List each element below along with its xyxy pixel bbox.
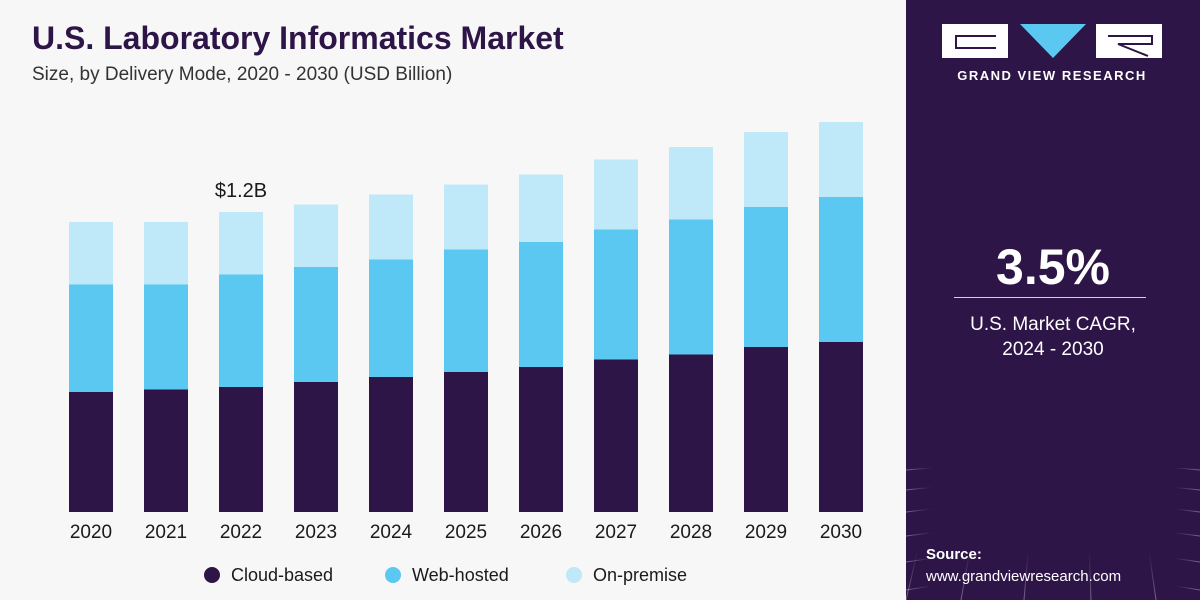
x-tick-label: 2029 (745, 522, 787, 543)
bar-segment-2029-0 (744, 347, 788, 512)
x-tick-label: 2027 (595, 522, 637, 543)
bar-segment-2020-0 (69, 392, 113, 512)
chart-subtitle: Size, by Delivery Mode, 2020 - 2030 (USD… (32, 64, 453, 85)
bar-segment-2026-0 (519, 367, 563, 512)
x-tick-label: 2023 (295, 522, 337, 543)
bar-segment-2020-2 (69, 222, 113, 285)
bar-segment-2024-2 (369, 194, 413, 260)
bar-segment-2027-2 (594, 159, 638, 230)
bar-segment-2027-1 (594, 229, 638, 360)
brand-logo: GRAND VIEW RESEARCH (942, 22, 1162, 83)
data-label: $1.2B (215, 180, 267, 202)
legend-label: Cloud-based (231, 565, 333, 585)
bar-segment-2022-0 (219, 387, 263, 512)
legend-label: Web-hosted (412, 565, 509, 585)
bar-segment-2022-1 (219, 274, 263, 387)
bar-segment-2021-2 (144, 222, 188, 285)
bar-segment-2026-2 (519, 174, 563, 242)
bar-segment-2024-0 (369, 377, 413, 512)
bar-segment-2025-2 (444, 184, 488, 250)
bar-segment-2029-1 (744, 207, 788, 347)
source-link[interactable]: www.grandviewresearch.com (926, 568, 1122, 585)
bar-segment-2027-0 (594, 359, 638, 512)
bar-segment-2023-1 (294, 267, 338, 382)
bar-segment-2021-0 (144, 389, 188, 512)
cagr-label-line-1: U.S. Market CAGR, (970, 314, 1136, 335)
bar-segment-2030-1 (819, 197, 863, 342)
bar-segment-2022-2 (219, 212, 263, 275)
bar-segment-2024-1 (369, 259, 413, 377)
chart-title: U.S. Laboratory Informatics Market (32, 20, 564, 56)
summary-panel: GRAND VIEW RESEARCH 3.5% U.S. Market CAG… (906, 0, 1200, 600)
legend-label: On-premise (593, 565, 687, 585)
bar-segment-2020-1 (69, 284, 113, 392)
cagr-value: 3.5% (996, 239, 1110, 295)
bar-segment-2028-2 (669, 147, 713, 220)
legend-marker (204, 567, 220, 583)
bar-segment-2026-1 (519, 242, 563, 367)
bar-segment-2023-2 (294, 204, 338, 267)
x-tick-label: 2025 (445, 522, 487, 543)
x-tick-label: 2021 (145, 522, 187, 543)
bar-segment-2028-0 (669, 354, 713, 512)
x-tick-label: 2026 (520, 522, 562, 543)
stacked-bar-chart: 2020 2021 2022 $1.2B 2023 2024 2025 2026 2027 202… (69, 122, 863, 585)
x-tick-label: 2030 (820, 522, 862, 543)
bar-segment-2030-0 (819, 342, 863, 512)
bar-segment-2021-1 (144, 284, 188, 390)
legend-marker (566, 567, 582, 583)
x-tick-label: 2020 (70, 522, 112, 543)
bars (69, 122, 863, 512)
grid-background-decoration (906, 439, 1200, 600)
cagr-label-line-2: 2024 - 2030 (1002, 339, 1104, 360)
bar-segment-2029-2 (744, 132, 788, 207)
x-tick-label: 2028 (670, 522, 712, 543)
bar-segment-2028-1 (669, 219, 713, 355)
legend-marker (385, 567, 401, 583)
bar-segment-2030-2 (819, 122, 863, 197)
chart-panel: U.S. Laboratory Informatics Market Size,… (32, 20, 863, 585)
x-tick-label: 2024 (370, 522, 413, 543)
brand-name: GRAND VIEW RESEARCH (957, 68, 1147, 83)
bar-segment-2025-1 (444, 249, 488, 372)
source-title: Source: (926, 546, 982, 563)
bar-segment-2023-0 (294, 382, 338, 512)
x-tick-label: 2022 (220, 522, 262, 543)
cagr-label: U.S. Market CAGR, 2024 - 2030 (906, 312, 1200, 362)
bar-segment-2025-0 (444, 372, 488, 512)
divider (954, 297, 1146, 298)
gvr-logo-icon (942, 24, 1162, 58)
